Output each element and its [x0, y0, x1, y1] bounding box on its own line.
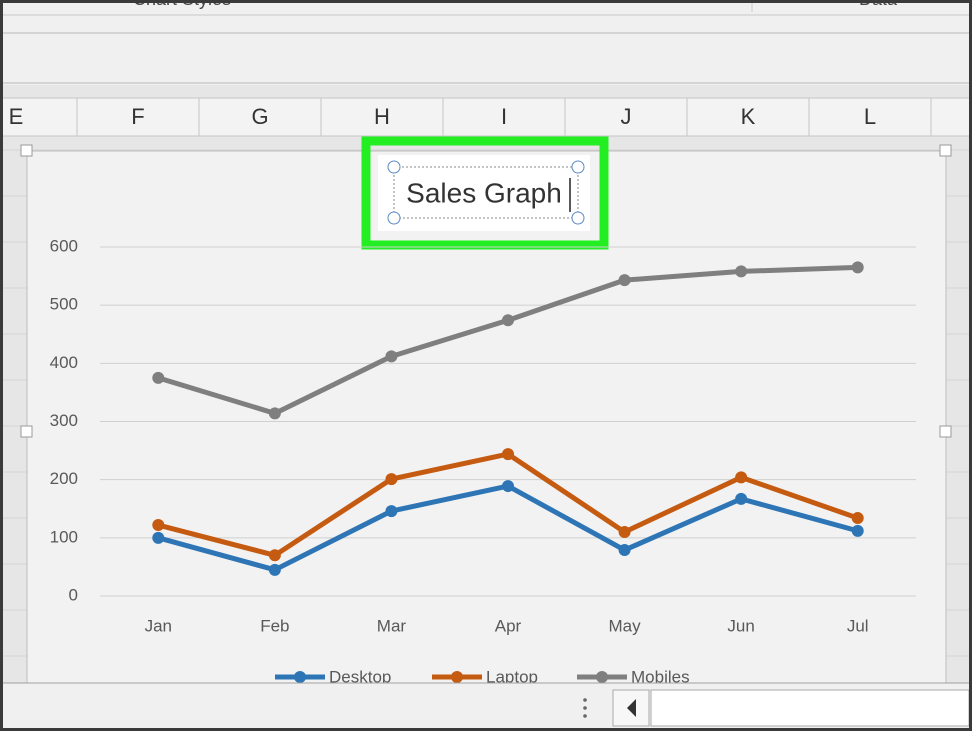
data-point — [851, 512, 864, 525]
data-point — [152, 371, 165, 384]
plot-area: 0 100 200 300 400 500 600 Jan Feb Mar Apr May Jun Jul… — [50, 236, 916, 686]
data-point — [735, 471, 748, 484]
resize-handle[interactable] — [939, 425, 952, 438]
selection-handle[interactable] — [571, 211, 585, 225]
chart-title[interactable]: Sales Graph — [406, 177, 562, 208]
legend-marker — [451, 671, 463, 683]
data-point — [268, 549, 281, 562]
y-tick-label: 100 — [50, 527, 78, 546]
column-header[interactable]: K — [741, 104, 756, 129]
column-headers: E F G H I J K L — [9, 98, 932, 136]
data-point — [385, 350, 398, 363]
selection-handle[interactable] — [571, 160, 585, 174]
column-header[interactable]: L — [864, 104, 876, 129]
y-tick-label: 600 — [50, 236, 78, 255]
legend-marker — [596, 671, 608, 683]
x-tick-label: Jun — [727, 616, 754, 635]
x-tick-label: May — [609, 616, 642, 635]
splitter-dot — [583, 706, 587, 710]
ribbon-label[interactable]: Data — [859, 0, 898, 9]
splitter-dot — [583, 698, 587, 702]
y-tick-label: 200 — [50, 469, 78, 488]
data-point — [268, 407, 281, 420]
data-point — [851, 261, 864, 274]
data-point — [618, 274, 631, 287]
scrollbar-track[interactable] — [650, 689, 970, 727]
data-point — [385, 473, 398, 486]
data-point — [851, 524, 864, 537]
column-header[interactable]: H — [374, 104, 390, 129]
x-tick-label: Apr — [495, 616, 522, 635]
title-selection — [393, 166, 579, 219]
ribbon — [3, 0, 969, 85]
resize-handle[interactable] — [20, 425, 33, 438]
scroll-left-arrow — [627, 699, 636, 717]
y-tick-label: 0 — [69, 585, 78, 604]
data-point — [502, 448, 514, 461]
splitter-dot — [583, 714, 587, 718]
x-tick-label: Mar — [377, 616, 407, 635]
selection-handle[interactable] — [387, 160, 401, 174]
legend-label[interactable]: Mobiles — [631, 667, 690, 686]
data-point — [502, 480, 514, 493]
column-header[interactable]: F — [131, 104, 144, 129]
x-tick-label: Jan — [145, 616, 172, 635]
resize-handle[interactable] — [20, 144, 33, 157]
column-header-row — [3, 98, 969, 136]
ribbon-label[interactable]: Chart Styles — [133, 0, 231, 9]
y-tick-label: 300 — [50, 411, 78, 430]
legend-label[interactable]: Desktop — [329, 667, 391, 686]
resize-handle[interactable] — [939, 144, 952, 157]
column-header[interactable]: J — [621, 104, 632, 129]
highlight-box — [361, 136, 609, 250]
column-header[interactable]: E — [9, 104, 24, 129]
column-header[interactable]: G — [251, 104, 268, 129]
data-point — [152, 531, 165, 544]
column-header[interactable]: I — [501, 104, 507, 129]
data-point — [618, 544, 631, 557]
data-point — [735, 265, 748, 278]
legend-marker — [294, 671, 306, 683]
x-tick-label: Feb — [260, 616, 289, 635]
legend-label[interactable]: Laptop — [486, 667, 538, 686]
y-tick-label: 400 — [50, 353, 78, 372]
selection-handle[interactable] — [387, 211, 401, 225]
data-point — [618, 526, 631, 539]
data-point — [268, 563, 281, 576]
x-tick-label: Jul — [847, 616, 869, 635]
data-point — [502, 314, 514, 327]
data-point — [152, 519, 165, 532]
y-tick-label: 500 — [50, 295, 78, 314]
data-point — [735, 492, 748, 505]
data-point — [385, 505, 398, 518]
